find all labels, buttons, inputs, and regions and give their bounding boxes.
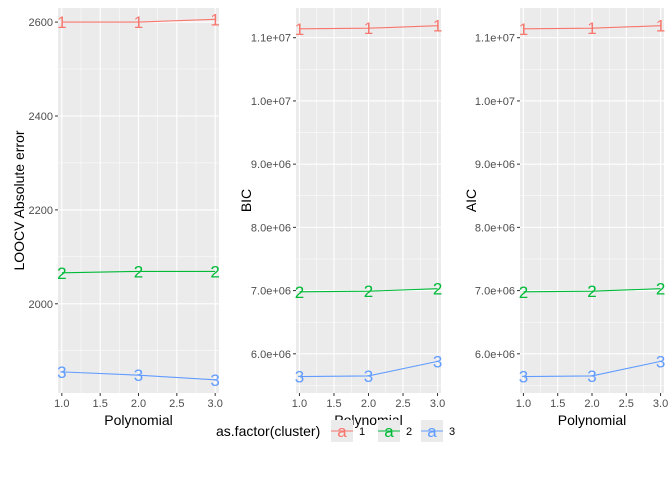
point-label: 2 — [210, 262, 219, 281]
y-axis-title: AIC — [463, 189, 479, 212]
point-label: 1 — [295, 20, 304, 39]
point-label: 1 — [134, 13, 143, 32]
y-axis-title: BIC — [238, 189, 254, 212]
x-tick-label: 1.5 — [93, 398, 108, 410]
x-tick-label: 1.5 — [550, 398, 565, 410]
x-tick-label: 1.0 — [292, 398, 307, 410]
y-tick-label: 2200 — [29, 205, 53, 217]
x-axis-title: Polynomial — [104, 412, 172, 428]
x-tick-label: 3.0 — [208, 398, 223, 410]
series-line — [523, 288, 661, 293]
x-tick-label: 2.5 — [169, 398, 184, 410]
point-label: 3 — [57, 363, 66, 382]
point-label: 3 — [295, 368, 304, 387]
y-tick-label: 9.0e+06 — [475, 159, 515, 171]
point-label: 3 — [364, 367, 373, 386]
point-label: 2 — [587, 282, 596, 301]
point-label: 1 — [656, 17, 665, 36]
series-3: 3 3 3 — [57, 363, 220, 390]
x-tick-label: 2.0 — [361, 398, 376, 410]
x-tick-label: 3.0 — [430, 398, 445, 410]
legend-entry-label: 2 — [406, 426, 412, 438]
x-tick-label: 1.0 — [516, 398, 531, 410]
y-tick-label: 8.0e+06 — [251, 222, 291, 234]
y-tick-label: 1.1e+07 — [475, 33, 515, 45]
y-tick-label: 1.1e+07 — [251, 33, 291, 45]
point-label: 1 — [433, 17, 442, 36]
x-tick-label: 2.0 — [584, 398, 599, 410]
x-axis-title: Polynomial — [558, 412, 626, 428]
legend: as.factor(cluster) a 1 a 2 a 3 — [216, 420, 455, 442]
point-label: 1 — [57, 13, 66, 32]
y-tick-label: 1.0e+07 — [251, 96, 291, 108]
series-2: 2 2 2 — [295, 280, 443, 302]
point-label: 3 — [587, 367, 596, 386]
series-line — [61, 18, 216, 23]
point-label: 3 — [433, 352, 442, 371]
panel-1: 2000 2200 2400 2600 1.0 1.5 2.0 2.5 3.0 Polynomia… — [11, 8, 223, 428]
y-tick-label: 6.0e+06 — [251, 349, 291, 361]
point-label: 2 — [295, 283, 304, 302]
point-label: 2 — [433, 280, 442, 299]
panel-3: 6.0e+06 7.0e+06 8.0e+06 9.0e+06 1.0e+07 1.1e+… — [463, 8, 668, 428]
panel-2: 6.0e+06 7.0e+06 8.0e+06 9.0e+06 1.0e+07 1.1e+… — [238, 8, 445, 428]
series-line — [299, 25, 438, 30]
series-3: 3 3 3 — [295, 352, 443, 386]
series-1: 1 1 1 — [295, 17, 443, 39]
point-label: 1 — [587, 19, 596, 38]
x-tick-label: 2.5 — [395, 398, 410, 410]
legend-entry-label: 1 — [359, 426, 365, 438]
series-2: 2 2 2 — [57, 262, 220, 282]
point-label: 1 — [519, 20, 528, 39]
point-label: 1 — [210, 10, 219, 29]
series-line — [523, 360, 661, 378]
y-tick-label: 8.0e+06 — [475, 222, 515, 234]
y-tick-label: 2600 — [29, 17, 53, 29]
point-label: 1 — [364, 19, 373, 38]
point-label: 3 — [134, 366, 143, 385]
x-tick-label: 2.5 — [619, 398, 634, 410]
x-tick-label: 1.0 — [54, 398, 69, 410]
point-label: 3 — [210, 371, 219, 390]
x-tick-label: 2.0 — [131, 398, 146, 410]
series-1: 1 1 1 — [57, 10, 220, 32]
y-tick-label: 7.0e+06 — [475, 286, 515, 298]
legend-key-glyph: a — [384, 422, 394, 441]
legend-key-glyph: a — [427, 422, 437, 441]
y-tick-label: 9.0e+06 — [251, 159, 291, 171]
legend-key-glyph: a — [337, 422, 347, 441]
series-3: 3 3 3 — [519, 352, 666, 386]
series-2: 2 2 2 — [519, 280, 666, 302]
x-tick-label: 3.0 — [653, 398, 668, 410]
series-line — [61, 371, 216, 381]
point-label: 2 — [134, 262, 143, 281]
point-label: 3 — [656, 352, 665, 371]
y-axis-title: LOOCV Absolute error — [11, 130, 27, 270]
point-label: 2 — [656, 280, 665, 299]
y-tick-label: 2000 — [29, 299, 53, 311]
x-tick-label: 1.5 — [326, 398, 341, 410]
point-label: 2 — [57, 264, 66, 283]
y-tick-label: 6.0e+06 — [475, 349, 515, 361]
point-label: 2 — [519, 283, 528, 302]
series-line — [523, 25, 661, 30]
point-label: 2 — [364, 282, 373, 301]
y-tick-label: 7.0e+06 — [251, 286, 291, 298]
y-tick-label: 1.0e+07 — [475, 96, 515, 108]
legend-title: as.factor(cluster) — [216, 423, 320, 439]
series-line — [61, 270, 216, 274]
legend-entry-label: 3 — [449, 426, 455, 438]
series-line — [299, 360, 438, 378]
series-1: 1 1 1 — [519, 17, 666, 39]
point-label: 3 — [519, 368, 528, 387]
y-tick-label: 2400 — [29, 111, 53, 123]
series-line — [299, 288, 438, 293]
